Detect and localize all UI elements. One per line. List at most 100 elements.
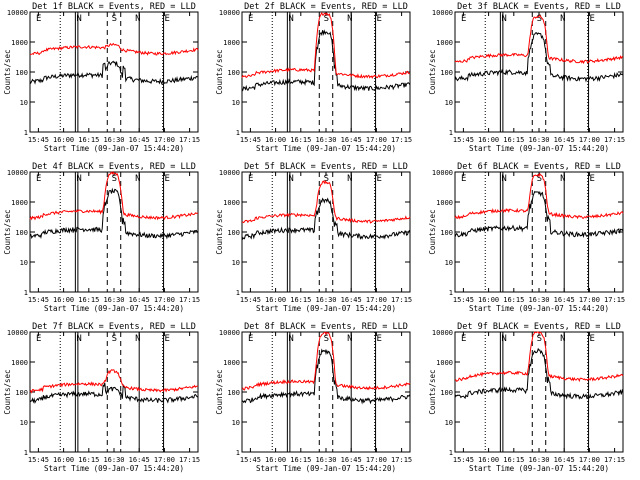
y-tick-label: 100	[440, 229, 453, 237]
y-tick-label: 10000	[7, 329, 28, 337]
y-tick-label: 100	[440, 69, 453, 77]
marker-label: N	[501, 14, 506, 24]
x-tick-label: 15:45	[28, 296, 49, 304]
marker-label: N	[347, 14, 352, 24]
y-tick-label: 1	[449, 449, 453, 457]
marker-label: E	[248, 14, 253, 24]
x-tick-label: 17:00	[366, 296, 387, 304]
panel-title: Det 8f BLACK = Events, RED = LLD	[244, 322, 408, 332]
lld-series-line	[241, 331, 411, 391]
marker-label: E	[36, 334, 41, 344]
x-tick-label: 16:45	[554, 136, 575, 144]
panel-6: Det 6f BLACK = Events, RED = LLD 1 10 100 10…	[428, 162, 625, 313]
x-tick-label: 16:30	[315, 136, 336, 144]
y-axis-label: Counts/sec	[3, 209, 12, 254]
events-series-line	[241, 197, 411, 240]
x-tick-label: 16:45	[129, 296, 150, 304]
x-tick-label: 16:00	[478, 136, 499, 144]
x-tick-label: 16:30	[528, 296, 549, 304]
marker-label: N	[76, 174, 81, 184]
marker-label: N	[288, 14, 293, 24]
marker-label: N	[135, 334, 140, 344]
x-tick-label: 16:45	[341, 456, 362, 464]
marker-label: N	[560, 14, 565, 24]
y-tick-label: 100	[15, 389, 28, 397]
x-tick-label: 16:15	[290, 296, 311, 304]
y-tick-label: 1	[449, 289, 453, 297]
marker-label: E	[461, 174, 466, 184]
panel-frame	[29, 11, 199, 133]
marker-label: N	[135, 14, 140, 24]
y-tick-label: 100	[227, 389, 240, 397]
lld-series-line	[241, 179, 411, 224]
y-tick-label: 100	[227, 229, 240, 237]
y-axis-label: Counts/sec	[215, 49, 224, 94]
lld-series-line	[29, 170, 199, 221]
marker-label: E	[248, 174, 253, 184]
x-tick-label: 16:00	[265, 296, 286, 304]
panel-frame	[29, 331, 199, 453]
y-tick-label: 10	[232, 419, 240, 427]
x-tick-label: 17:00	[579, 296, 600, 304]
y-tick-label: 10000	[432, 329, 453, 337]
marker-label: S	[537, 14, 542, 24]
x-tick-label: 17:00	[154, 296, 175, 304]
x-axis-label: Start Time (09-Jan-07 15:44:20)	[469, 144, 609, 153]
y-tick-label: 1000	[436, 39, 453, 47]
panel-1: Det 1f BLACK = Events, RED = LLD 1 10 100 10…	[3, 2, 200, 153]
y-tick-label: 10000	[7, 169, 28, 177]
lld-series-line	[29, 42, 199, 56]
y-tick-label: 10	[445, 259, 453, 267]
y-tick-label: 1	[236, 129, 240, 137]
marker-label: N	[501, 334, 506, 344]
y-tick-label: 10000	[219, 169, 240, 177]
panel-title: Det 6f BLACK = Events, RED = LLD	[457, 162, 621, 172]
y-tick-label: 1	[236, 289, 240, 297]
panel-title: Det 7f BLACK = Events, RED = LLD	[32, 322, 196, 332]
marker-label: S	[537, 334, 542, 344]
panel-2: Det 2f BLACK = Events, RED = LLD 1 10 100 10…	[215, 2, 412, 153]
marker-label: S	[537, 174, 542, 184]
marker-label: E	[461, 14, 466, 24]
panel-9: Det 9f BLACK = Events, RED = LLD 1 10 100 10…	[428, 322, 625, 473]
marker-label: S	[112, 14, 117, 24]
marker-label: E	[377, 14, 382, 24]
y-axis-label: Counts/sec	[215, 209, 224, 254]
y-tick-label: 10	[20, 99, 28, 107]
x-tick-label: 16:30	[315, 456, 336, 464]
x-tick-label: 16:45	[129, 456, 150, 464]
y-tick-label: 100	[440, 389, 453, 397]
y-tick-label: 10000	[219, 9, 240, 17]
y-tick-label: 10000	[432, 9, 453, 17]
x-tick-label: 15:45	[453, 456, 474, 464]
x-tick-label: 17:15	[391, 296, 412, 304]
events-series-line	[29, 382, 199, 405]
y-tick-label: 1	[236, 449, 240, 457]
panel-title: Det 5f BLACK = Events, RED = LLD	[244, 162, 408, 172]
x-tick-label: 17:15	[179, 296, 200, 304]
x-tick-label: 16:30	[103, 136, 124, 144]
panel-8: Det 8f BLACK = Events, RED = LLD 1 10 100 10…	[215, 322, 412, 473]
x-tick-label: 15:45	[453, 296, 474, 304]
x-axis-label: Start Time (09-Jan-07 15:44:20)	[44, 144, 184, 153]
panel-frame	[454, 171, 624, 293]
x-axis-label: Start Time (09-Jan-07 15:44:20)	[469, 304, 609, 313]
marker-label: N	[288, 174, 293, 184]
x-tick-label: 17:15	[391, 136, 412, 144]
y-axis-label: Counts/sec	[428, 209, 437, 254]
x-tick-label: 17:15	[179, 136, 200, 144]
events-series-line	[454, 347, 624, 400]
x-tick-label: 16:30	[103, 296, 124, 304]
y-tick-label: 10000	[432, 169, 453, 177]
y-tick-label: 1000	[223, 39, 240, 47]
y-tick-label: 10	[232, 99, 240, 107]
marker-label: E	[590, 174, 595, 184]
x-tick-label: 17:00	[579, 136, 600, 144]
y-axis-label: Counts/sec	[3, 49, 12, 94]
x-tick-label: 16:15	[78, 136, 99, 144]
y-tick-label: 10000	[219, 329, 240, 337]
y-tick-label: 1000	[223, 199, 240, 207]
panel-3: Det 3f BLACK = Events, RED = LLD 1 10 100 10…	[428, 2, 625, 153]
marker-label: E	[165, 174, 170, 184]
y-tick-label: 10	[20, 419, 28, 427]
